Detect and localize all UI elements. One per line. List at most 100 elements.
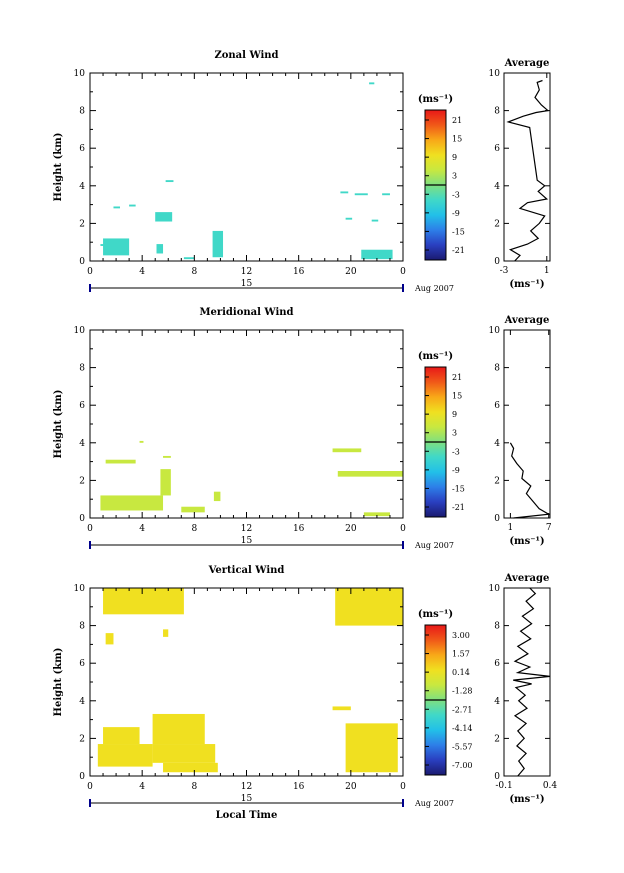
profile-y-tick-label: 2 [494, 219, 500, 229]
profile-title: Average [504, 573, 550, 584]
profile-title: Average [504, 315, 550, 326]
x-tick-label: 20 [345, 267, 357, 277]
date-day-label: 15 [241, 279, 253, 289]
colorbar-label: -21 [452, 503, 465, 512]
data-cell [103, 727, 140, 745]
colorbar-unit: (ms⁻¹) [418, 609, 453, 620]
y-tick-label: 2 [79, 476, 85, 486]
colorbar-unit: (ms⁻¹) [418, 351, 453, 362]
data-cell [340, 191, 349, 194]
data-cell [345, 723, 398, 773]
profile-y-tick-label: 10 [489, 69, 501, 79]
colorbar-label: 0.14 [452, 668, 470, 677]
data-cell [345, 217, 353, 220]
profile-y-tick-label: 2 [494, 476, 500, 486]
colorbar-label: -4.14 [452, 724, 473, 733]
y-tick-label: 6 [79, 401, 85, 411]
chart-title: Vertical Wind [208, 565, 285, 576]
x-tick-label: 16 [293, 524, 305, 534]
profile-x-tick-label: 0.4 [543, 781, 558, 791]
data-cell [103, 238, 130, 256]
profile-x-tick-label: 1 [544, 266, 550, 276]
y-tick-label: 8 [79, 622, 85, 632]
x-tick-label: 4 [139, 524, 145, 534]
data-cell [361, 249, 393, 260]
x-tick-label: 8 [191, 782, 197, 792]
data-cell [183, 257, 195, 260]
profile-y-tick-label: 8 [494, 107, 500, 117]
profile-line [506, 79, 550, 262]
y-axis-label: Height (km) [53, 648, 64, 717]
data-cell [100, 495, 164, 511]
data-cell [139, 440, 144, 443]
data-cell [371, 219, 379, 222]
profile-line [513, 587, 551, 777]
profile-y-tick-label: 4 [494, 182, 500, 192]
data-cell [152, 744, 216, 763]
data-cell [155, 212, 173, 222]
profile-unit: (ms⁻¹) [509, 536, 544, 547]
date-month-label: Aug 2007 [414, 284, 454, 293]
y-tick-label: 2 [79, 219, 85, 229]
data-cell [163, 629, 169, 637]
profile-x-tick-label: 1 [508, 523, 514, 533]
data-cell [156, 244, 164, 254]
x-tick-label: 8 [191, 267, 197, 277]
profile-y-tick-label: 0 [494, 257, 500, 267]
data-cell [97, 744, 153, 767]
data-cell [160, 469, 171, 496]
colorbar-label: -3 [452, 447, 460, 456]
profile-title: Average [504, 58, 550, 69]
date-day-label: 15 [241, 794, 253, 804]
colorbar-label: -9 [452, 466, 460, 475]
y-tick-label: 4 [79, 182, 85, 192]
x-tick-label: 0 [400, 524, 406, 534]
colorbar-label: -15 [452, 484, 465, 493]
data-cell [181, 506, 205, 513]
plot-frame [89, 72, 404, 262]
date-day-label: 15 [241, 536, 253, 546]
colorbar-label: 3.00 [452, 631, 470, 640]
x-tick-label: 12 [241, 524, 252, 534]
y-tick-label: 0 [79, 772, 85, 782]
x-tick-label: 0 [400, 782, 406, 792]
x-tick-label: 12 [241, 267, 252, 277]
x-axis-label: Local Time [216, 810, 278, 821]
data-cell [335, 588, 403, 626]
profile-y-tick-label: 2 [494, 734, 500, 744]
data-cell [105, 459, 136, 464]
y-axis-label: Height (km) [53, 390, 64, 459]
x-tick-label: 0 [87, 782, 93, 792]
y-tick-label: 2 [79, 734, 85, 744]
data-cell [103, 588, 184, 615]
x-tick-label: 0 [87, 524, 93, 534]
data-cell [213, 491, 221, 502]
data-cell [100, 244, 107, 246]
y-tick-label: 0 [79, 514, 85, 524]
x-tick-label: 4 [139, 782, 145, 792]
colorbar-label: 9 [452, 410, 457, 419]
profile-x-tick-label: -0.1 [495, 781, 512, 791]
x-tick-label: 20 [345, 524, 357, 534]
profile-y-tick-label: 8 [494, 364, 500, 374]
data-cell [165, 180, 174, 183]
plot-frame [89, 329, 404, 519]
colorbar-label: -3 [452, 190, 460, 199]
x-tick-label: 12 [241, 782, 252, 792]
data-cell [152, 713, 205, 745]
y-tick-label: 10 [74, 584, 86, 594]
data-cell [369, 82, 375, 85]
y-tick-label: 6 [79, 659, 85, 669]
colorbar-label: -21 [452, 246, 465, 255]
colorbar-label: -1.28 [452, 687, 473, 696]
profile-y-tick-label: 6 [494, 144, 500, 154]
profile-y-tick-label: 4 [494, 697, 500, 707]
colorbar-label: 21 [452, 116, 462, 125]
data-cell [337, 471, 403, 477]
colorbar-label: 3 [452, 172, 457, 181]
data-cell [363, 512, 390, 517]
